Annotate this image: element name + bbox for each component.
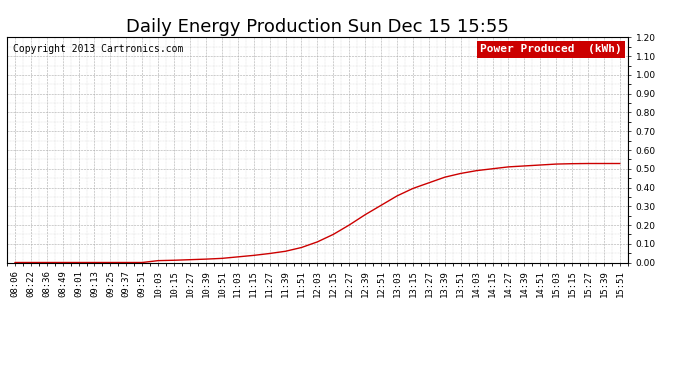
Text: Copyright 2013 Cartronics.com: Copyright 2013 Cartronics.com	[13, 44, 184, 54]
Title: Daily Energy Production Sun Dec 15 15:55: Daily Energy Production Sun Dec 15 15:55	[126, 18, 509, 36]
Text: Power Produced  (kWh): Power Produced (kWh)	[480, 44, 622, 54]
